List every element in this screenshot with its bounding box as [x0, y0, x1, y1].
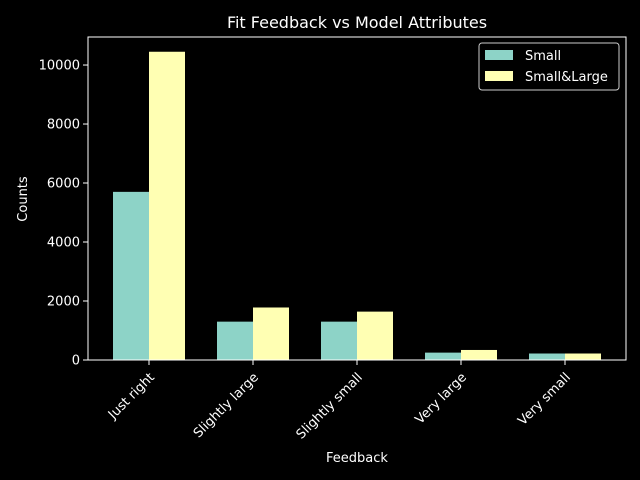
chart-title: Fit Feedback vs Model Attributes: [227, 13, 487, 32]
y-tick-label: 6000: [47, 177, 80, 192]
legend-swatch: [485, 71, 513, 81]
y-axis-label: Counts: [16, 176, 31, 222]
legend-label: Small: [525, 49, 561, 64]
bar-small-large-slightly-small: [357, 311, 393, 360]
legend-box: [478, 42, 620, 91]
bar-small-slightly-large: [217, 321, 253, 360]
legend-swatch: [485, 50, 513, 60]
bar-small-very-large: [425, 352, 461, 360]
y-tick-label: 8000: [47, 118, 80, 133]
y-tick-label: 0: [72, 354, 80, 369]
y-tick-label: 2000: [47, 295, 80, 310]
bar-small-slightly-small: [321, 321, 357, 360]
bar-small-large-very-large: [461, 349, 497, 360]
y-tick-label: 4000: [47, 236, 80, 251]
y-axis: 0 2000 4000 6000 8000 10000: [39, 59, 88, 369]
bar-small-large-very-small: [565, 353, 601, 360]
bar-small-large-just-right: [149, 51, 185, 360]
y-tick-label: 10000: [39, 59, 80, 74]
legend-label: Small&Large: [525, 70, 608, 85]
bar-small-very-small: [529, 353, 565, 360]
legend: Small Small&Large: [478, 42, 620, 91]
bar-small-just-right: [113, 191, 149, 360]
x-axis-label: Feedback: [326, 451, 388, 466]
bars-group: [113, 51, 601, 360]
bar-small-large-slightly-large: [253, 307, 289, 360]
